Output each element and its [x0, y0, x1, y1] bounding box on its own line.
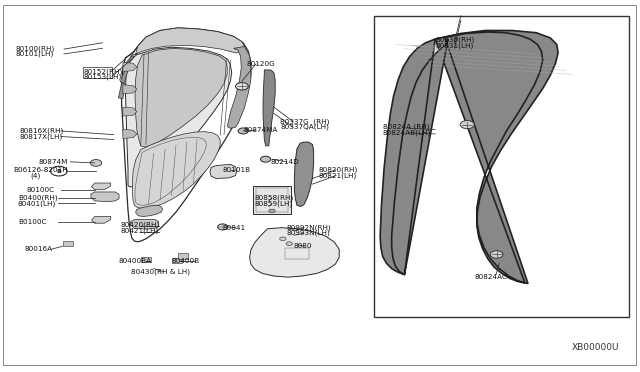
Text: 80824AC: 80824AC	[475, 274, 508, 280]
Polygon shape	[136, 205, 163, 217]
Text: 80831(LH): 80831(LH)	[435, 42, 474, 49]
Text: 80816X(RH): 80816X(RH)	[19, 128, 63, 134]
Circle shape	[218, 224, 228, 230]
Polygon shape	[91, 192, 119, 202]
Text: 80841: 80841	[223, 225, 246, 231]
Text: 80400BA: 80400BA	[118, 258, 152, 264]
Polygon shape	[131, 219, 159, 229]
Text: 80120G: 80120G	[246, 61, 275, 67]
Text: 80421(LH): 80421(LH)	[120, 227, 159, 234]
Polygon shape	[125, 47, 232, 187]
Polygon shape	[135, 48, 227, 147]
Polygon shape	[132, 132, 220, 208]
Text: 80858(RH): 80858(RH)	[255, 195, 294, 201]
Text: 80859(LH): 80859(LH)	[255, 200, 293, 207]
Polygon shape	[92, 183, 111, 190]
Circle shape	[286, 242, 292, 246]
Circle shape	[260, 156, 271, 162]
Text: B0100C: B0100C	[18, 219, 47, 225]
Text: 80824AB(LH): 80824AB(LH)	[383, 129, 431, 136]
Text: 8080: 8080	[293, 243, 312, 249]
Text: 80337QA(LH): 80337QA(LH)	[280, 124, 329, 131]
Bar	[256, 188, 288, 212]
Text: 80824A (RH): 80824A (RH)	[383, 124, 429, 131]
Text: 80820(RH): 80820(RH)	[319, 167, 358, 173]
Text: 80100C: 80100C	[27, 187, 55, 193]
Text: 80153(LH): 80153(LH)	[83, 74, 122, 80]
Circle shape	[460, 121, 474, 129]
Polygon shape	[435, 31, 558, 283]
Text: XB00000U: XB00000U	[572, 343, 620, 352]
Circle shape	[90, 160, 102, 166]
Circle shape	[238, 128, 248, 134]
Text: 80214D: 80214D	[270, 159, 299, 165]
Polygon shape	[123, 107, 137, 116]
Circle shape	[269, 209, 275, 213]
Text: B0400(RH): B0400(RH)	[18, 195, 58, 201]
Polygon shape	[141, 257, 151, 262]
Text: 80101B: 80101B	[223, 167, 251, 173]
Polygon shape	[123, 85, 137, 94]
Text: B06126-8201H: B06126-8201H	[13, 167, 68, 173]
Polygon shape	[123, 129, 137, 138]
Text: 80420(RH): 80420(RH)	[120, 222, 159, 228]
Circle shape	[236, 83, 248, 90]
Polygon shape	[294, 142, 314, 206]
Text: 80152(RH): 80152(RH)	[83, 68, 122, 75]
Text: B: B	[56, 169, 61, 174]
Text: 80337G  (RH): 80337G (RH)	[280, 118, 330, 125]
Text: 80874MA: 80874MA	[243, 127, 278, 133]
Polygon shape	[136, 28, 244, 54]
Text: (4): (4)	[31, 172, 41, 179]
Text: 80401(LH): 80401(LH)	[18, 200, 56, 207]
Text: 80830(RH): 80830(RH)	[435, 37, 474, 44]
Circle shape	[280, 237, 286, 241]
Polygon shape	[120, 70, 128, 83]
Text: 80430(RH & LH): 80430(RH & LH)	[131, 268, 190, 275]
Polygon shape	[92, 217, 111, 223]
Text: 80016A: 80016A	[24, 246, 52, 252]
Polygon shape	[263, 70, 275, 146]
Text: 80101(LH): 80101(LH)	[16, 51, 54, 57]
Polygon shape	[380, 39, 448, 275]
Text: 80100(RH): 80100(RH)	[16, 45, 55, 52]
Text: 80874M: 80874M	[38, 159, 68, 165]
Text: 80821(LH): 80821(LH)	[319, 172, 357, 179]
Text: 80993N(LH): 80993N(LH)	[287, 230, 330, 237]
Text: 80817X(LH): 80817X(LH)	[19, 133, 63, 140]
Polygon shape	[178, 253, 188, 259]
Polygon shape	[250, 228, 339, 277]
Bar	[374, 16, 629, 317]
Bar	[285, 248, 309, 259]
Polygon shape	[227, 46, 251, 128]
Polygon shape	[63, 241, 73, 246]
Text: 80400B: 80400B	[172, 258, 200, 264]
Polygon shape	[124, 56, 134, 68]
Circle shape	[490, 251, 503, 258]
Text: 80992N(RH): 80992N(RH)	[287, 224, 332, 231]
Polygon shape	[118, 83, 125, 99]
Polygon shape	[210, 164, 237, 179]
Polygon shape	[123, 62, 137, 71]
Polygon shape	[172, 258, 182, 263]
Bar	[253, 186, 291, 214]
